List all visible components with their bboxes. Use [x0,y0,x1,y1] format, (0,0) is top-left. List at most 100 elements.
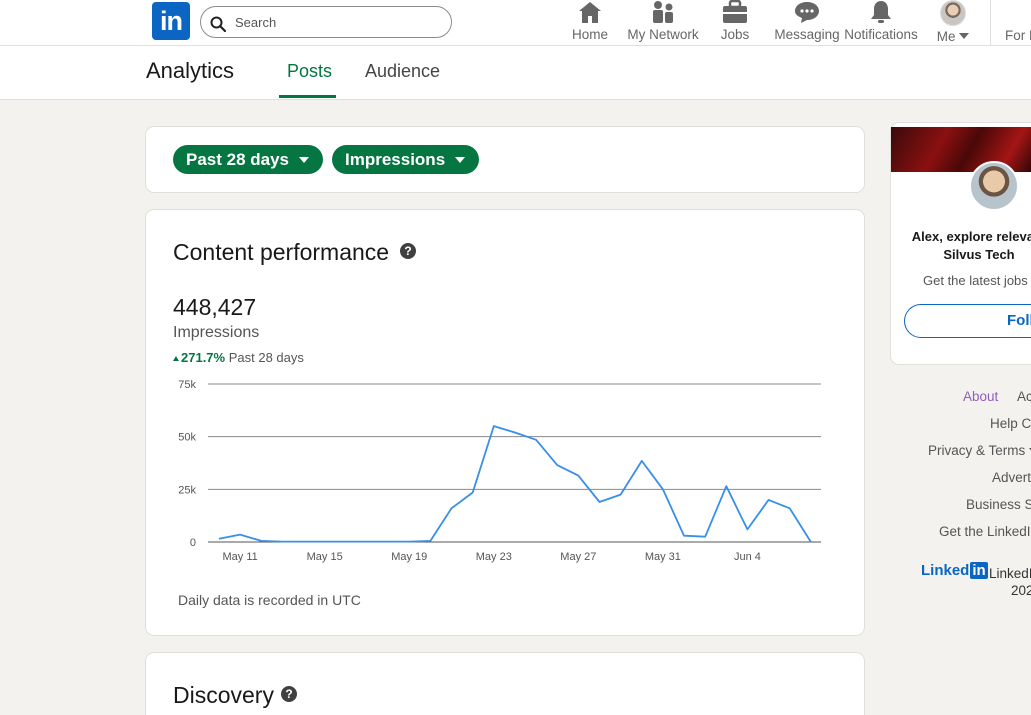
help-icon[interactable]: ? [281,686,297,702]
data-point [534,438,538,442]
footer-link-accessibility[interactable]: Ac [1017,389,1031,404]
data-point [238,533,242,537]
nav-my-network-label: My Network [627,27,699,42]
filters-card: Past 28 days Impressions [145,126,865,193]
chart-note: Daily data is recorded in UTC [178,592,361,608]
caret-down-icon [299,157,309,163]
top-navigation: in Home My Network Jobs Messaging Notifi… [0,0,1031,46]
data-point [576,474,580,478]
nav-my-network[interactable]: My Network [624,0,702,46]
footer-copyright-line1: LinkedI [989,566,1031,581]
y-tick-label: 75k [178,379,196,391]
date-range-dropdown[interactable]: Past 28 days [173,145,323,174]
active-tab-indicator [279,95,336,98]
nav-me[interactable]: Me [934,0,972,46]
footer-link-app[interactable]: Get the LinkedI [939,524,1031,539]
footer-link-advertising[interactable]: Advert [992,470,1031,485]
impressions-chart[interactable]: 0 25k 50k 75k May 11 May 15 May 19 May 23 May 27… [146,210,864,635]
caret-down-icon [1029,448,1031,453]
nav-me-label: Me [936,29,956,44]
bell-icon [871,1,891,23]
data-point [597,500,601,504]
briefcase-icon [723,0,747,23]
footer-copyright: LinkedI 202 [989,565,1031,599]
y-tick-label: 0 [190,537,196,549]
nav-messaging[interactable]: Messaging [774,0,840,46]
promo-text: Alex, explore relevant Silvus Tech [911,229,1031,262]
me-avatar [940,0,966,26]
nav-for-business-label: For B [1005,28,1031,43]
y-tick-label: 25k [178,484,196,496]
tab-audience[interactable]: Audience [365,61,441,81]
profile-avatar [969,161,1019,211]
impressions-total: 448,427 [173,294,257,320]
data-point [788,506,792,510]
data-point [365,540,369,544]
footer-link-privacy[interactable]: Privacy & Terms [928,443,1031,458]
search-input[interactable] [235,11,435,33]
footer-copyright-line2: 202 [1011,583,1031,598]
data-point [661,487,665,491]
data-point [745,527,749,531]
x-tick-label: May 31 [645,551,681,563]
nav-jobs[interactable]: Jobs [716,0,754,46]
x-tick-label: May 11 [223,551,258,563]
search-box[interactable] [200,6,452,38]
trend-up-icon [173,356,179,361]
data-point [682,534,686,538]
footer-link-business[interactable]: Business Se [966,497,1031,512]
data-point [450,506,454,510]
promo-subtext: Get the latest jobs a [923,273,1031,288]
data-point [555,463,559,467]
analytics-header: Analytics Posts Audience [0,46,1031,100]
data-point [386,540,390,544]
nav-notifications[interactable]: Notifications [843,0,919,46]
company-promo-card: Alex, explore relevant Silvus Tech Get t… [890,122,1031,365]
data-point [407,540,411,544]
nav-jobs-label: Jobs [720,27,750,42]
nav-for-business[interactable]: For B [990,0,1031,46]
data-point [344,540,348,544]
nav-notifications-label: Notifications [844,27,918,42]
x-tick-label: May 19 [391,551,427,563]
change-percent: 271.7% [181,350,226,365]
follow-button[interactable]: Follo [904,304,1031,338]
discovery-card: Discovery ? [145,652,865,715]
help-icon[interactable]: ? [400,243,416,259]
metric-label: Impressions [345,150,446,169]
network-icon [653,1,673,23]
data-point [323,540,327,544]
footer-link-help[interactable]: Help C [990,416,1031,431]
nav-home-label: Home [571,27,608,42]
y-tick-label: 50k [178,432,196,444]
footer-link-about[interactable]: About [963,389,999,404]
home-icon [579,2,601,23]
data-point [640,459,644,463]
data-point [724,484,728,488]
x-tick-label: Jun 4 [734,551,761,563]
footer-logo-text: Linked [921,562,970,579]
company-banner [891,127,1031,172]
change-period: Past 28 days [228,350,304,365]
x-tick-label: May 15 [307,551,343,563]
data-point [280,540,284,544]
data-point [471,490,475,494]
caret-down-icon [455,157,465,163]
data-point [492,424,496,428]
linkedin-logo[interactable]: in [152,2,190,40]
data-point [767,498,771,502]
search-icon [210,16,226,32]
chat-icon [795,2,819,23]
discovery-title: Discovery [173,682,274,708]
data-point [302,540,306,544]
date-range-label: Past 28 days [186,150,290,169]
data-point [619,493,623,497]
data-point [428,539,432,543]
nav-home[interactable]: Home [568,0,612,46]
tab-posts[interactable]: Posts [287,61,333,81]
impressions-label: Impressions [173,324,260,341]
data-point [513,430,517,434]
footer-link-privacy-label: Privacy & Terms [928,443,1026,458]
metric-dropdown[interactable]: Impressions [332,145,479,174]
impressions-change: 271.7% Past 28 days [173,350,304,365]
